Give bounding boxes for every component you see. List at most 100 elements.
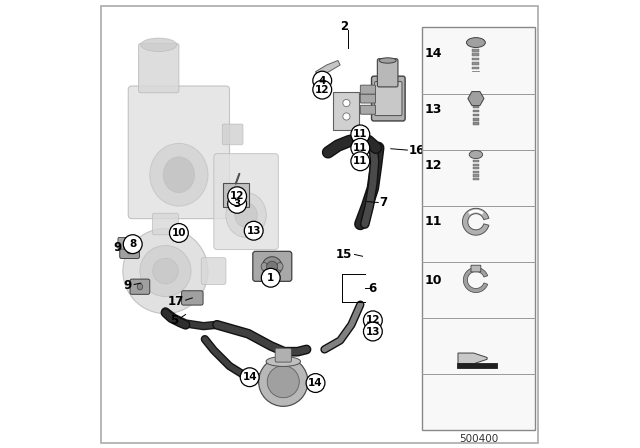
Circle shape [228,187,246,206]
Text: 13: 13 [425,103,442,116]
Ellipse shape [266,357,301,366]
Ellipse shape [379,58,396,63]
Circle shape [261,268,280,287]
Ellipse shape [235,202,257,228]
FancyBboxPatch shape [223,183,249,207]
Text: 11: 11 [353,143,367,153]
Text: 3: 3 [234,199,241,209]
Text: 12: 12 [424,159,442,172]
Ellipse shape [226,193,266,237]
Text: 500400: 500400 [459,434,498,444]
Circle shape [351,138,370,157]
FancyBboxPatch shape [472,67,479,69]
FancyBboxPatch shape [120,243,140,258]
Circle shape [231,190,240,199]
FancyBboxPatch shape [130,279,150,294]
FancyBboxPatch shape [371,76,405,121]
Circle shape [268,366,300,398]
Text: 11: 11 [353,129,367,139]
FancyBboxPatch shape [360,94,376,103]
FancyBboxPatch shape [182,291,203,305]
Ellipse shape [141,38,177,52]
Circle shape [313,80,332,99]
Text: 6: 6 [369,281,376,295]
Circle shape [306,374,325,392]
FancyBboxPatch shape [118,237,134,249]
FancyBboxPatch shape [473,164,479,166]
FancyBboxPatch shape [360,85,376,94]
FancyBboxPatch shape [473,174,479,177]
Circle shape [343,99,350,107]
FancyBboxPatch shape [378,59,398,87]
FancyBboxPatch shape [374,82,402,116]
Circle shape [364,311,382,330]
Ellipse shape [150,143,208,206]
Ellipse shape [261,263,268,271]
Circle shape [240,368,259,387]
FancyBboxPatch shape [473,171,479,173]
FancyBboxPatch shape [253,251,292,281]
Circle shape [124,235,142,254]
FancyBboxPatch shape [152,213,179,235]
Circle shape [262,257,282,276]
Circle shape [259,357,308,406]
Ellipse shape [467,38,485,47]
FancyBboxPatch shape [472,53,479,56]
Circle shape [364,322,382,341]
Circle shape [228,194,246,213]
Text: 13: 13 [246,226,261,236]
FancyBboxPatch shape [473,114,479,116]
FancyBboxPatch shape [128,86,230,219]
FancyBboxPatch shape [360,105,376,114]
Text: 13: 13 [365,327,380,336]
Text: 14: 14 [424,47,442,60]
Text: 16: 16 [409,143,425,157]
Text: 8: 8 [129,239,136,249]
FancyBboxPatch shape [275,348,291,362]
FancyBboxPatch shape [422,27,535,430]
FancyBboxPatch shape [472,49,479,52]
Text: 4: 4 [319,76,326,86]
Text: 9: 9 [124,279,132,293]
Circle shape [267,261,278,272]
Text: 1: 1 [267,273,275,283]
Circle shape [351,152,370,171]
Ellipse shape [137,284,143,290]
Circle shape [140,246,191,297]
FancyBboxPatch shape [333,92,360,130]
Text: 7: 7 [379,196,387,209]
FancyBboxPatch shape [472,58,479,60]
FancyBboxPatch shape [214,154,278,250]
Circle shape [244,221,263,240]
Text: 5: 5 [170,314,178,327]
FancyBboxPatch shape [472,62,479,65]
Text: 11: 11 [353,156,367,166]
Circle shape [313,71,332,90]
Text: 15: 15 [336,248,352,261]
Text: 12: 12 [365,315,380,325]
FancyBboxPatch shape [473,110,479,112]
Text: 9: 9 [114,241,122,254]
Ellipse shape [469,151,483,159]
FancyBboxPatch shape [471,265,481,272]
Text: 10: 10 [424,273,442,287]
FancyBboxPatch shape [473,160,479,162]
Polygon shape [458,353,487,364]
Text: 14: 14 [308,378,323,388]
Text: 12: 12 [315,85,330,95]
Circle shape [351,125,370,144]
Ellipse shape [127,248,132,254]
Ellipse shape [276,263,283,271]
Text: 11: 11 [424,215,442,228]
Circle shape [343,113,350,120]
FancyBboxPatch shape [473,167,479,169]
Circle shape [170,224,188,242]
Wedge shape [463,208,489,235]
FancyBboxPatch shape [473,106,479,108]
Polygon shape [468,91,484,106]
FancyBboxPatch shape [457,363,497,368]
FancyBboxPatch shape [473,118,479,121]
Text: 10: 10 [172,228,186,238]
FancyBboxPatch shape [473,122,479,125]
Wedge shape [463,267,488,293]
